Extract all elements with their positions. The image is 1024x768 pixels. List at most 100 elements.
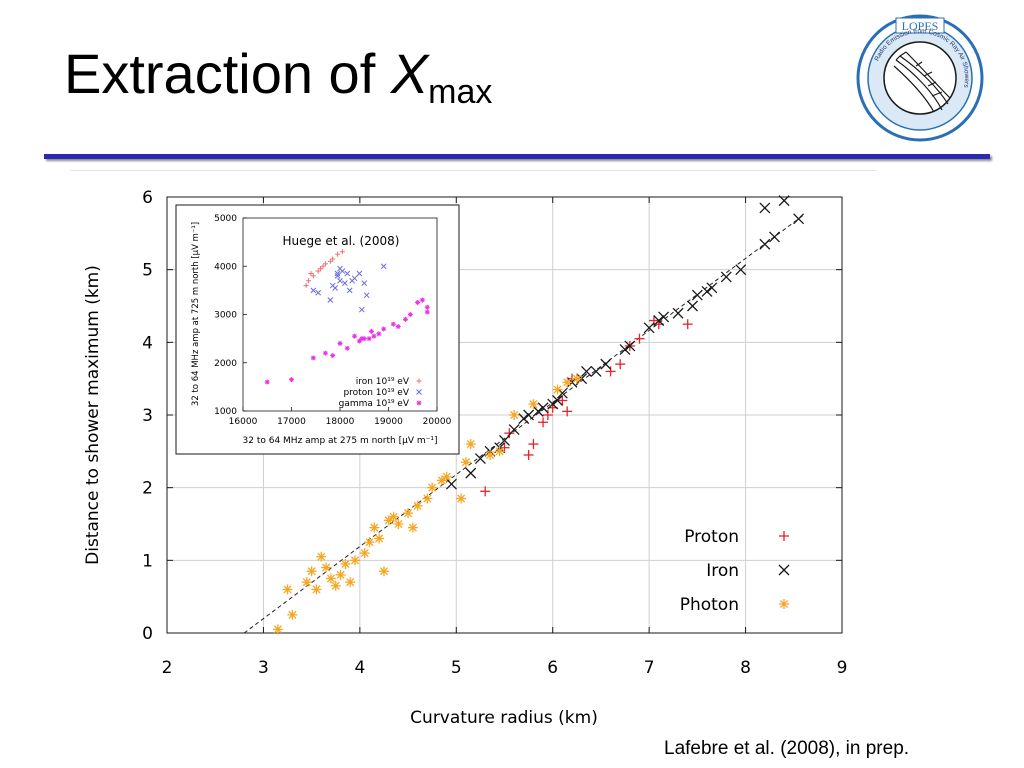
proton-point bbox=[538, 417, 549, 428]
photon-point-d2 bbox=[307, 567, 316, 576]
inset-iron-point bbox=[327, 258, 333, 264]
photon-point-d2 bbox=[394, 519, 403, 529]
legend-marker bbox=[779, 599, 789, 609]
photon-point-d2 bbox=[510, 410, 519, 420]
iron-point bbox=[518, 413, 530, 425]
proton-point bbox=[542, 410, 553, 420]
iron-point-d2 bbox=[720, 271, 732, 283]
photon-point bbox=[316, 551, 327, 562]
y-axis-label: Distance to shower maximum (km) bbox=[83, 265, 103, 565]
proton-point bbox=[562, 406, 573, 417]
photon-point-d2 bbox=[572, 374, 581, 383]
inset-gamma-point bbox=[310, 355, 316, 361]
legend-marker-d2 bbox=[778, 564, 790, 576]
photon-point-d2 bbox=[442, 472, 451, 481]
inset-gamma-point bbox=[424, 304, 430, 310]
iron-point-d2 bbox=[653, 315, 665, 326]
iron-point bbox=[658, 311, 670, 323]
iron-point bbox=[691, 289, 703, 301]
inset-gamma-point bbox=[289, 377, 294, 383]
photon-point bbox=[345, 577, 356, 588]
iron-point bbox=[532, 405, 544, 417]
iron-point-d2 bbox=[581, 365, 592, 377]
iron-point-d2 bbox=[556, 387, 568, 399]
iron-point-d2 bbox=[691, 289, 703, 301]
inset-x-tick-label: 20000 bbox=[423, 417, 452, 427]
iron-point bbox=[499, 434, 510, 446]
photon-point bbox=[311, 584, 322, 595]
inset-iron-point bbox=[315, 268, 321, 274]
inset-proton-point-d2 bbox=[344, 270, 351, 277]
y-tick-label: 3 bbox=[142, 406, 153, 426]
inset-gamma-point bbox=[369, 328, 375, 334]
inset-x-tick-label: 17000 bbox=[277, 417, 306, 427]
inset-proton-point-d2 bbox=[337, 265, 343, 272]
inset-gamma-point bbox=[390, 321, 396, 327]
proton-point bbox=[634, 333, 645, 344]
photon-point-d2 bbox=[485, 450, 495, 460]
photon-point-d2 bbox=[370, 523, 379, 532]
iron-point bbox=[600, 358, 612, 370]
photon-point bbox=[528, 399, 539, 410]
inset-proton-point bbox=[334, 273, 341, 279]
iron-point-d2 bbox=[590, 365, 602, 377]
inset-proton-point bbox=[380, 263, 387, 270]
photon-point bbox=[364, 537, 375, 548]
inset-proton-point-d2 bbox=[380, 263, 387, 270]
photon-point-d2 bbox=[375, 534, 384, 543]
photon-point-d2 bbox=[317, 552, 326, 561]
iron-point-d2 bbox=[624, 340, 636, 352]
inset-gamma-point bbox=[407, 312, 413, 317]
proton-point bbox=[557, 395, 568, 406]
inset-y-tick-label: 1000 bbox=[214, 407, 237, 417]
inset-gamma-point bbox=[352, 333, 358, 339]
iron-point-d2 bbox=[769, 231, 780, 243]
photon-point bbox=[359, 548, 370, 559]
iron-point-d2 bbox=[706, 282, 718, 294]
photon-point-d2 bbox=[350, 556, 360, 565]
inset-proton-point-d2 bbox=[337, 277, 343, 284]
photon-point bbox=[369, 522, 380, 533]
inset-proton-point bbox=[356, 270, 363, 277]
iron-point bbox=[547, 398, 559, 410]
inset-gamma-point-d2 bbox=[337, 341, 343, 346]
photon-point bbox=[272, 624, 283, 635]
photon-point-d2 bbox=[322, 563, 331, 572]
iron-point-d2 bbox=[735, 264, 747, 276]
inset-y-axis-label: 32 to 64 MHz amp at 725 m north [µV m⁻¹] bbox=[191, 222, 201, 406]
photon-point bbox=[436, 475, 447, 486]
photon-point bbox=[403, 508, 414, 519]
inset-marks bbox=[264, 249, 430, 385]
y-tick-label: 1 bbox=[142, 551, 153, 571]
inset-proton-point-d2 bbox=[327, 297, 334, 303]
photon-point bbox=[412, 500, 423, 511]
photon-point bbox=[562, 377, 573, 388]
iron-point bbox=[720, 271, 732, 283]
x-tick-label: 3 bbox=[258, 658, 269, 678]
photon-point-d2 bbox=[346, 578, 355, 587]
inset-gamma-point bbox=[376, 331, 382, 337]
inset-gamma-point bbox=[371, 333, 377, 339]
inset-gamma-point-d2 bbox=[376, 331, 381, 336]
iron-point-d2 bbox=[537, 402, 549, 414]
inset-ticks: 16000 17000 18000 19000 20000 1000 2000 3000 400… bbox=[214, 214, 451, 427]
inset-proton-point bbox=[358, 306, 365, 313]
inset-iron-point bbox=[305, 278, 311, 284]
inset-x-tick-label: 19000 bbox=[374, 417, 403, 427]
title-subscript: max bbox=[428, 73, 493, 111]
photon-point bbox=[350, 555, 361, 566]
iron-point bbox=[759, 238, 771, 250]
iron-point bbox=[643, 322, 655, 334]
inset-gamma-point-d2 bbox=[265, 379, 270, 385]
photon-point-d2 bbox=[389, 512, 398, 521]
photon-point bbox=[301, 577, 312, 588]
slide-title: Extraction of Xmax bbox=[64, 46, 492, 110]
inset-proton-point-d2 bbox=[315, 289, 322, 296]
photon-point-d2 bbox=[312, 585, 321, 594]
photon-point-d2 bbox=[404, 509, 413, 518]
inset-iron-point bbox=[339, 249, 345, 255]
photon-point-d2 bbox=[288, 610, 297, 619]
photon-point-d2 bbox=[413, 501, 422, 510]
iron-point-d2 bbox=[465, 467, 477, 479]
